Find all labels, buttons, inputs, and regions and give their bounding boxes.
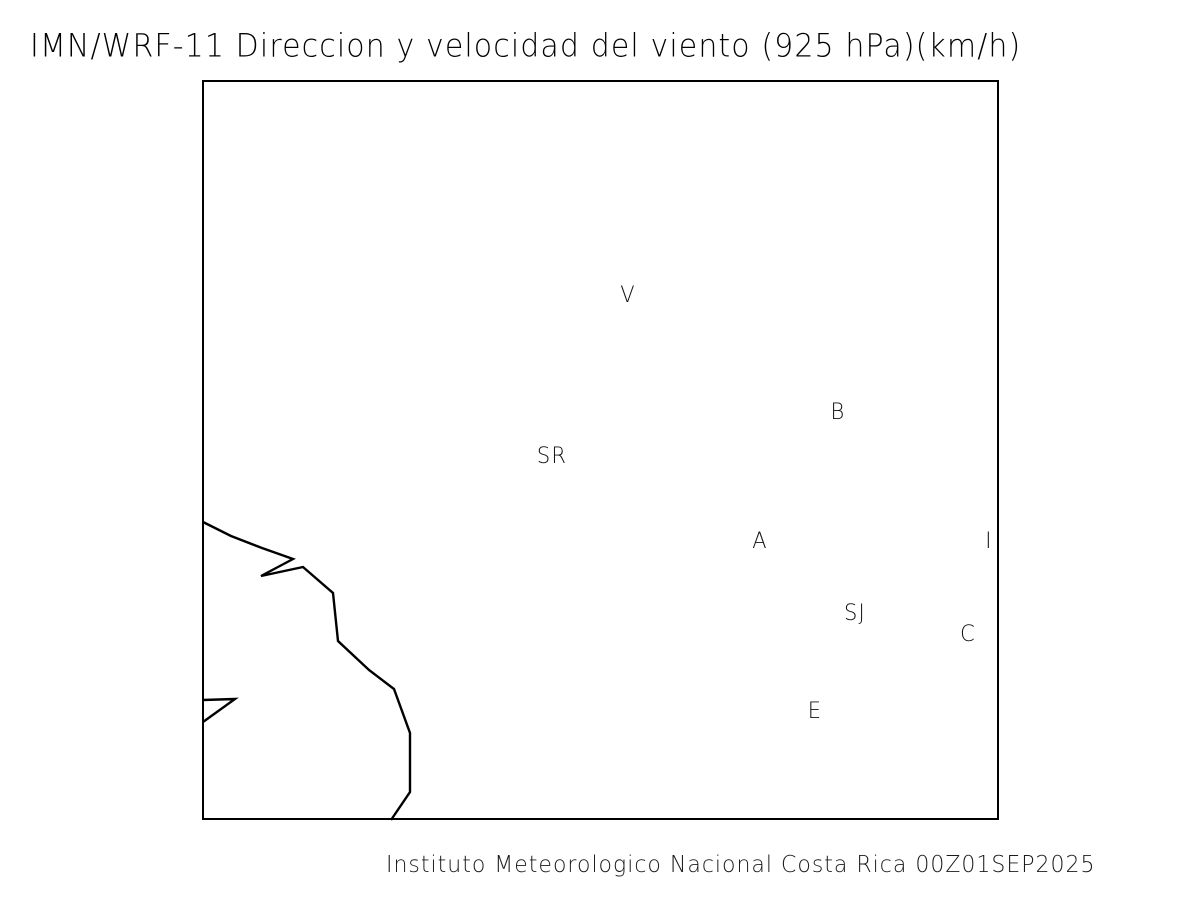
- footer-caption: Instituto Meteorologico Nacional Costa R…: [386, 852, 1096, 879]
- station-label-c: C: [960, 620, 976, 647]
- page-title: IMN/WRF-11 Direccion y velocidad del vie…: [30, 28, 1022, 66]
- station-label-e: E: [807, 697, 823, 724]
- map-plot-frame: [202, 80, 999, 820]
- station-label-sr: SR: [536, 442, 568, 469]
- station-label-v: V: [620, 281, 636, 308]
- station-label-b: B: [830, 398, 846, 425]
- station-label-i: I: [985, 527, 993, 554]
- station-label-a: A: [752, 527, 768, 554]
- station-label-sj: SJ: [844, 599, 866, 626]
